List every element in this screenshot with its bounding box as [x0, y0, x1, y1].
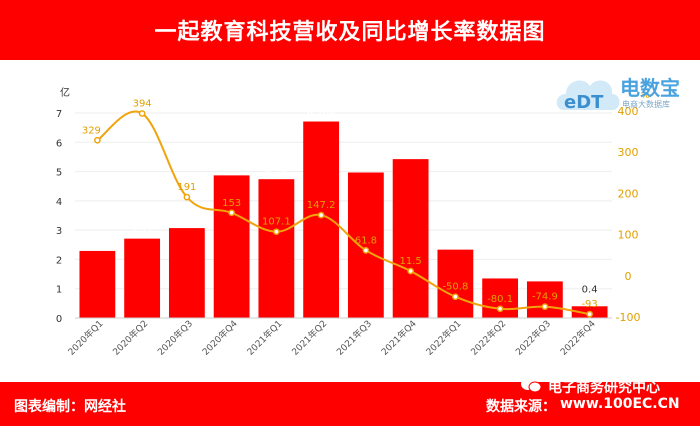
- growth-point: [228, 209, 235, 217]
- right-tick-label: 200: [618, 187, 639, 200]
- line-value-label: 107.1: [262, 217, 291, 228]
- bar-value-label: 2.71: [131, 226, 153, 237]
- right-tick-label: 0: [625, 270, 632, 283]
- right-tick-label: 100: [618, 229, 639, 242]
- growth-point: [407, 267, 414, 275]
- growth-point: [138, 110, 146, 117]
- growth-point: [94, 136, 101, 144]
- watermark-site: www.100EC.CN: [560, 396, 680, 412]
- footer-editor: 图表编制：网经社: [14, 399, 126, 415]
- footer-bar: 图表编制：网经社 数据来源：: [0, 382, 700, 426]
- watermark-name: 电子商务研究中心: [548, 380, 660, 396]
- logo-title: 电数宝: [620, 76, 680, 100]
- bar-value-label: 1.25: [534, 265, 556, 276]
- bar-value-label: 4.968: [352, 160, 381, 171]
- bar: [79, 250, 116, 318]
- bar: [347, 172, 384, 318]
- line-value-label: 329: [82, 125, 101, 136]
- bar: [258, 179, 295, 318]
- line-value-label: 61.8: [355, 235, 377, 246]
- left-axis-unit: 亿: [60, 86, 70, 99]
- line-value-label: -74.9: [532, 292, 558, 303]
- chart-title: 一起教育科技营收及同比增长率数据图: [0, 0, 700, 60]
- bar-value-label: 6.709: [307, 109, 336, 120]
- right-tick-label: 300: [618, 146, 639, 159]
- x-tick-label: 2022年Q2: [468, 318, 508, 358]
- growth-point: [362, 246, 370, 254]
- x-tick-label: 2022年Q1: [423, 318, 463, 358]
- left-tick-label: 2: [56, 255, 62, 266]
- x-tick-label: 2021年Q1: [244, 318, 284, 358]
- bar-value-label: 2.334: [441, 234, 470, 245]
- bar: [437, 249, 474, 318]
- bar-value-label: 5.425: [396, 146, 425, 157]
- x-tick-label: 2020年Q1: [65, 318, 105, 358]
- growth-point: [452, 293, 459, 301]
- svg-text:eDT: eDT: [564, 92, 604, 113]
- bar: [124, 238, 161, 318]
- x-tick-label: 2022年Q4: [558, 317, 598, 357]
- x-tick-label: 2020年Q3: [155, 318, 195, 358]
- wechat-icon: [520, 377, 542, 393]
- x-tick-label: 2021年Q2: [289, 318, 329, 358]
- right-tick-label: -100: [616, 311, 641, 324]
- line-value-label: -93: [581, 299, 597, 310]
- growth-point: [183, 193, 191, 201]
- bar-value-label: 4.74: [265, 166, 287, 177]
- growth-point: [317, 211, 325, 219]
- edt-logo: eDT: [554, 66, 694, 122]
- growth-point: [541, 303, 549, 311]
- left-tick-label: 6: [56, 138, 62, 149]
- left-tick-label: 7: [56, 109, 62, 120]
- right-axis-unit: %: [641, 91, 650, 101]
- bar: [392, 159, 429, 318]
- bar: [213, 175, 250, 318]
- bar-value-label: 0.4: [582, 284, 598, 295]
- bar: [168, 228, 205, 318]
- bar-value-label: 1.35: [489, 262, 511, 273]
- growth-point: [496, 305, 504, 313]
- x-tick-label: 2022年Q3: [513, 318, 553, 358]
- bar-value-label: 2.29: [86, 235, 108, 246]
- left-tick-label: 3: [56, 226, 62, 237]
- line-value-label: -50.8: [442, 282, 468, 293]
- line-value-label: 11.5: [399, 256, 421, 267]
- line-value-label: -80.1: [487, 294, 513, 305]
- chart-area: 0 1 2 3 4 5 6 7 亿 -100 0 100 200 300 400% 2.29 2.71 3.07 4…: [56, 86, 650, 358]
- bar: [526, 281, 563, 318]
- logo-subtitle: 电商大数据库: [622, 100, 670, 109]
- line-value-label: 153: [222, 198, 241, 209]
- left-tick-label: 0: [56, 314, 62, 325]
- left-tick-label: 4: [56, 197, 62, 208]
- line-value-label: 394: [133, 98, 152, 109]
- line-value-label: 147.2: [307, 200, 336, 211]
- growth-point: [586, 310, 593, 318]
- left-tick-label: 5: [56, 168, 62, 179]
- x-tick-label: 2021年Q4: [379, 317, 419, 357]
- x-tick-label: 2020年Q2: [110, 318, 150, 358]
- growth-point: [273, 228, 280, 236]
- x-tick-label: 2021年Q3: [334, 318, 374, 358]
- bar: [303, 121, 340, 318]
- right-tick-label: 400: [618, 105, 639, 118]
- footer-source: 数据来源：: [486, 399, 556, 415]
- left-tick-label: 1: [56, 285, 62, 296]
- bar-value-label: 4.87: [220, 162, 242, 173]
- line-value-label: 191: [177, 182, 196, 193]
- bar-value-label: 3.07: [176, 215, 198, 226]
- x-tick-label: 2020年Q4: [200, 317, 240, 357]
